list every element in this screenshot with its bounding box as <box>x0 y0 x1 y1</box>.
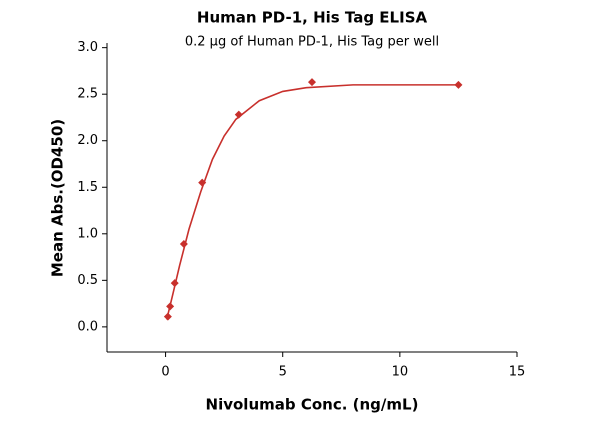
data-point <box>179 240 188 249</box>
y-tick-label: 0.0 <box>77 319 98 334</box>
y-tick-label: 1.5 <box>77 180 98 195</box>
y-tick-label: 1.0 <box>77 226 98 241</box>
x-tick-label: 15 <box>509 365 526 380</box>
data-point <box>308 78 316 87</box>
x-axis-label: Nivolumab Conc. (ng/mL) <box>206 396 419 414</box>
data-point <box>234 110 243 119</box>
chart-title: Human PD-1, His Tag ELISA <box>197 9 428 27</box>
x-tick-label: 5 <box>279 365 287 380</box>
y-tick-label: 2.0 <box>77 133 98 148</box>
fit-curve <box>165 84 459 320</box>
data-point <box>163 312 172 321</box>
y-tick-label: 2.5 <box>77 87 98 102</box>
y-axis-label: Mean Abs.(OD450) <box>49 119 67 277</box>
x-tick-label: 10 <box>392 365 409 380</box>
data-point <box>454 80 463 89</box>
data-point <box>198 178 207 187</box>
y-tick-label: 0.5 <box>77 273 98 288</box>
data-point <box>170 279 179 288</box>
chart-subtitle: 0.2 µg of Human PD-1, His Tag per well <box>185 35 439 50</box>
x-tick-label: 0 <box>161 365 169 380</box>
y-tick-label: 3.0 <box>77 40 98 55</box>
data-point <box>166 302 175 311</box>
